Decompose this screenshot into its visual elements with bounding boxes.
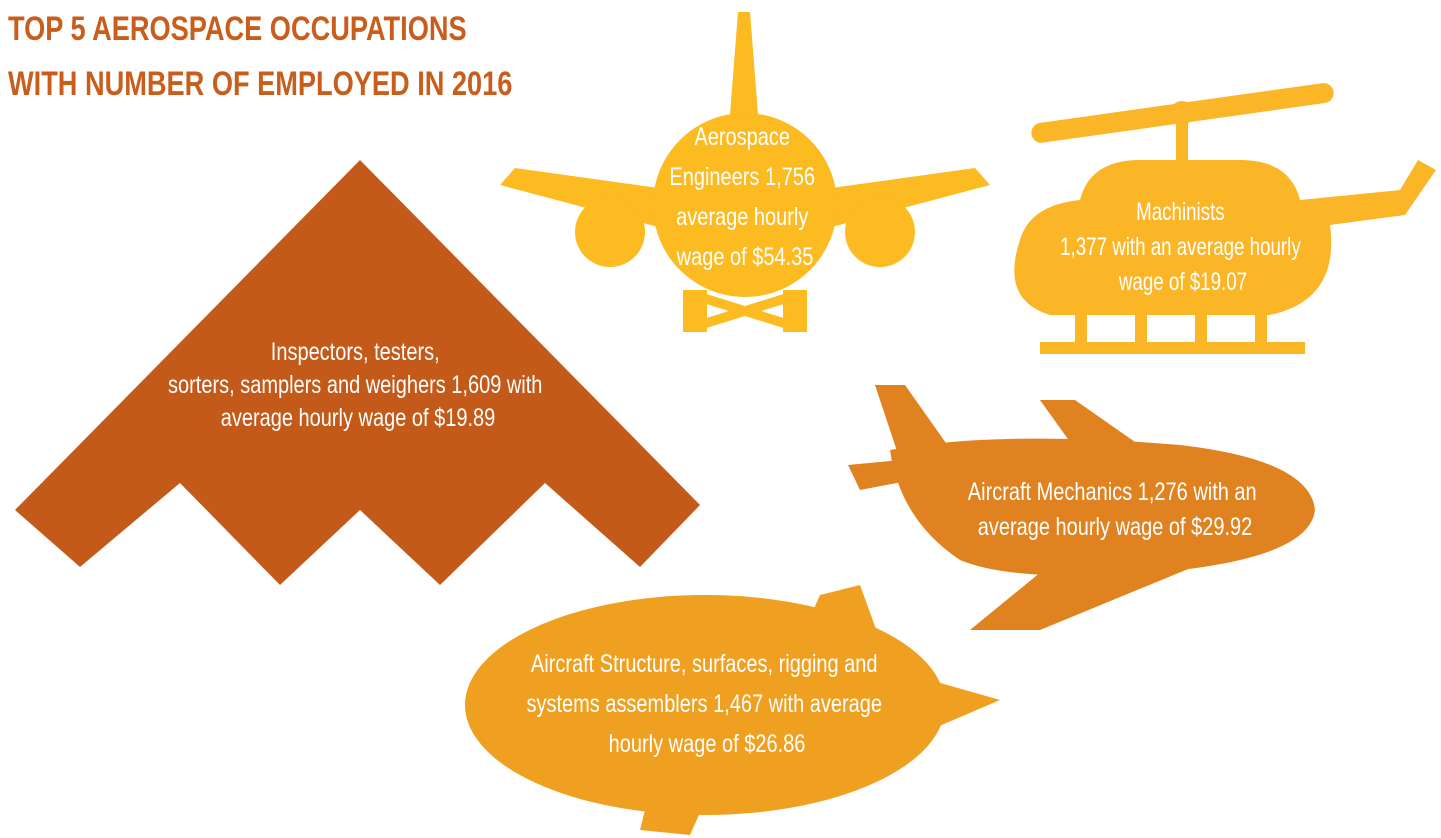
label-line: Aircraft Structure, surfaces, rigging an… [531, 650, 878, 678]
occupation-label: Inspectors, testers, sorters, samplers a… [168, 338, 548, 432]
label-line: Aerospace [694, 123, 790, 151]
occupation-label: Aerospace Engineers 1,756 average hourly… [669, 123, 820, 271]
label-line: wage of $54.35 [676, 243, 814, 271]
bomber-shape [15, 160, 700, 585]
occupation-label: Aircraft Mechanics 1,276 with an average… [968, 478, 1262, 541]
label-line: average hourly [676, 203, 809, 231]
label-line: hourly wage of $26.86 [609, 730, 806, 758]
label-line: Aircraft Mechanics 1,276 with an [968, 478, 1257, 506]
blimp-shape [465, 585, 1000, 835]
label-line: Engineers 1,756 [669, 163, 815, 191]
label-line: wage of $19.07 [1118, 267, 1247, 295]
helicopter-shape [1014, 83, 1436, 354]
label-line: average hourly wage of $29.92 [978, 513, 1252, 541]
label-line: Machinists [1136, 197, 1224, 225]
title-line: WITH NUMBER OF EMPLOYED IN 2016 [8, 64, 512, 103]
label-line: sorters, samplers and weighers 1,609 wit… [168, 371, 542, 399]
label-line: Inspectors, testers, [271, 338, 440, 366]
jet-shape [848, 385, 1315, 630]
label-line: 1,377 with an average hourly [1060, 232, 1301, 260]
title-line: TOP 5 AEROSPACE OCCUPATIONS [8, 9, 467, 48]
occupation-label: Aircraft Structure, surfaces, rigging an… [526, 650, 887, 758]
occupation-label: Machinists 1,377 with an average hourly … [1060, 197, 1306, 295]
label-line: average hourly wage of $19.89 [221, 404, 495, 432]
airplane-shape [500, 12, 990, 332]
title: TOP 5 AEROSPACE OCCUPATIONS WITH NUMBER … [8, 9, 512, 103]
label-line: systems assemblers 1,467 with average [526, 690, 882, 718]
